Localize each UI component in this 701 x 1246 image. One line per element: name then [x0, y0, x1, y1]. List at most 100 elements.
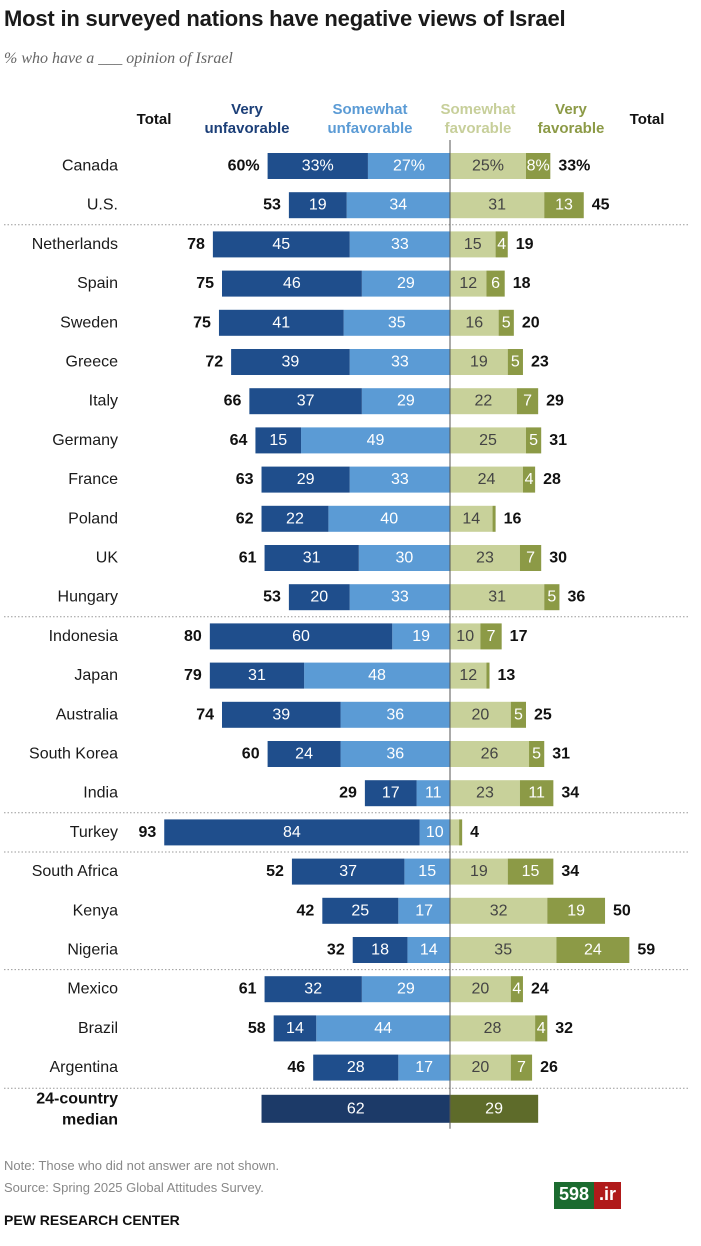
bar-somewhat-favorable	[450, 662, 487, 689]
label-very-unfavorable: 46	[283, 275, 301, 292]
label-somewhat-favorable: 15	[464, 236, 482, 253]
bar-very-unfavorable	[273, 1015, 317, 1042]
bar-very-unfavorable	[222, 701, 341, 728]
label-very-favorable: 5	[502, 314, 511, 331]
label-total-unfavorable: 75	[196, 275, 214, 292]
country-label: South Africa	[32, 863, 118, 880]
bar-very-favorable	[522, 466, 536, 493]
bar-somewhat-favorable	[450, 701, 511, 728]
bar-very-favorable	[556, 937, 630, 963]
label-somewhat-favorable: 10	[456, 628, 474, 645]
bar-very-favorable	[507, 349, 523, 375]
label-total-unfavorable: 63	[236, 471, 254, 488]
bar-somewhat-favorable	[450, 780, 520, 807]
label-somewhat-unfavorable: 49	[367, 432, 385, 449]
label-somewhat-favorable: 31	[488, 589, 506, 606]
label-total-favorable: 13	[498, 667, 516, 684]
bar-somewhat-favorable	[450, 192, 545, 219]
label-total-favorable: 25	[534, 706, 552, 723]
country-label: Spain	[77, 275, 118, 292]
label-somewhat-unfavorable: 11	[425, 785, 442, 802]
label-very-unfavorable: 60	[292, 628, 310, 645]
country-label: UK	[96, 550, 119, 567]
label-very-favorable: 11	[528, 785, 545, 802]
header-total-unfavorable: Total	[136, 111, 172, 128]
label-somewhat-favorable: 20	[472, 981, 490, 998]
bar-very-unfavorable	[288, 584, 350, 611]
bar-somewhat-unfavorable	[358, 545, 450, 571]
country-label: Hungary	[58, 589, 118, 606]
label-median-unfavorable: 62	[347, 1100, 365, 1117]
label-very-unfavorable: 32	[304, 981, 322, 998]
label-somewhat-favorable: 19	[470, 354, 488, 371]
bar-very-unfavorable	[249, 388, 362, 415]
label-somewhat-favorable: 14	[462, 510, 480, 527]
country-label: Greece	[66, 354, 119, 371]
watermark-part1: 598	[554, 1182, 595, 1209]
bar-somewhat-unfavorable	[349, 584, 450, 611]
label-very-favorable: 4	[512, 981, 521, 998]
label-total-unfavorable: 61	[239, 550, 257, 567]
label-total-favorable: 50	[613, 902, 631, 919]
bar-very-favorable	[519, 780, 554, 807]
bar-very-favorable	[492, 505, 496, 532]
label-very-favorable: 6	[491, 275, 500, 292]
bar-very-unfavorable	[261, 466, 350, 493]
bar-very-favorable	[510, 1054, 533, 1081]
bar-somewhat-unfavorable	[398, 1054, 450, 1081]
label-somewhat-favorable: 23	[476, 785, 494, 802]
bar-very-unfavorable	[313, 1054, 399, 1081]
bar-very-unfavorable	[264, 545, 359, 571]
country-label: Italy	[89, 393, 118, 410]
label-very-favorable: 5	[529, 432, 538, 449]
country-label: Poland	[68, 510, 118, 527]
label-somewhat-unfavorable: 35	[388, 314, 406, 331]
bar-very-unfavorable	[218, 309, 344, 336]
bar-median-unfavorable	[261, 1094, 450, 1123]
label-somewhat-favorable: 20	[472, 1059, 490, 1076]
label-very-favorable: 5	[511, 354, 520, 371]
label-total-unfavorable: 60	[242, 746, 260, 763]
bar-somewhat-unfavorable	[328, 505, 450, 532]
bar-very-favorable	[516, 388, 539, 415]
page-title: Most in surveyed nations have negative v…	[4, 6, 566, 31]
label-somewhat-favorable: 16	[465, 314, 483, 331]
label-total-favorable: 26	[540, 1059, 558, 1076]
label-very-unfavorable: 41	[272, 314, 290, 331]
country-label: France	[68, 471, 118, 488]
label-total-favorable: 59	[637, 942, 655, 959]
bar-median-favorable	[450, 1094, 539, 1123]
label-very-unfavorable: 39	[282, 354, 300, 371]
country-label: South Korea	[29, 746, 118, 763]
bar-somewhat-unfavorable	[316, 1015, 450, 1042]
label-total-favorable: 29	[546, 393, 564, 410]
bar-somewhat-unfavorable	[343, 309, 450, 336]
bar-very-favorable	[486, 270, 505, 297]
label-somewhat-favorable: 24	[478, 471, 496, 488]
bar-very-favorable	[529, 741, 545, 767]
label-somewhat-favorable: 20	[472, 706, 490, 723]
bar-very-unfavorable	[209, 623, 393, 650]
bar-very-unfavorable	[352, 937, 408, 963]
label-total-favorable: 33%	[558, 158, 590, 175]
label-somewhat-unfavorable: 17	[415, 902, 433, 919]
label-very-favorable: 4	[497, 236, 506, 253]
bar-somewhat-favorable	[450, 937, 557, 963]
label-total-favorable: 23	[531, 354, 549, 371]
label-very-favorable: 7	[517, 1059, 526, 1076]
median-label-line2: median	[62, 1111, 118, 1128]
label-total-unfavorable: 53	[263, 589, 281, 606]
bar-somewhat-favorable	[450, 505, 493, 532]
label-total-unfavorable: 74	[196, 706, 214, 723]
label-somewhat-unfavorable: 27%	[393, 158, 425, 175]
label-somewhat-unfavorable: 17	[415, 1059, 433, 1076]
label-total-unfavorable: 53	[263, 197, 281, 214]
label-total-favorable: 16	[504, 510, 522, 527]
label-somewhat-unfavorable: 29	[397, 981, 415, 998]
label-total-unfavorable: 64	[230, 432, 248, 449]
bar-somewhat-favorable	[450, 153, 526, 179]
bar-somewhat-favorable	[450, 388, 517, 415]
bar-somewhat-unfavorable	[416, 780, 450, 807]
bar-somewhat-unfavorable	[301, 427, 450, 454]
label-very-unfavorable: 37	[297, 393, 315, 410]
